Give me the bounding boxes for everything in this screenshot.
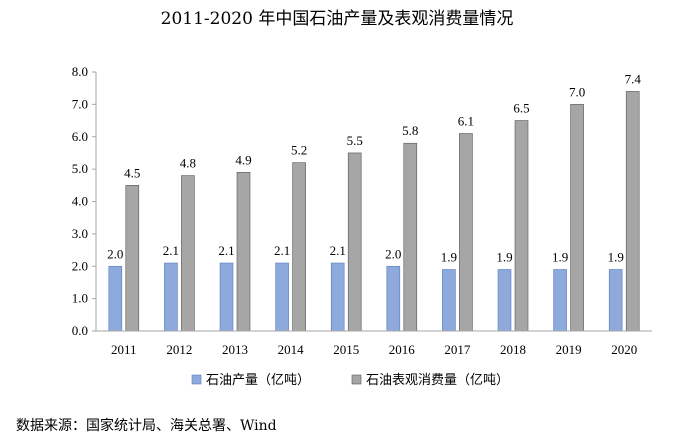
data-label-consumption: 5.2 <box>291 143 307 158</box>
data-labels: 2.0 4.5 2.1 4.8 2.1 4.9 2.1 5.2 2.1 5.5 2.0 5.8 1.9 6… <box>107 71 641 264</box>
bar-production <box>608 269 623 332</box>
bar-production <box>164 262 178 332</box>
y-tick-label: 3.0 <box>72 226 88 241</box>
data-label-production: 1.9 <box>552 249 568 264</box>
data-label-production: 2.0 <box>385 246 401 261</box>
legend-swatch-production <box>191 374 202 385</box>
data-label-consumption: 4.9 <box>235 152 251 167</box>
data-label-production: 2.1 <box>163 243 179 258</box>
x-tick-label: 2018 <box>500 342 526 357</box>
bar-consumption <box>347 152 362 332</box>
y-tick-label: 8.0 <box>72 64 88 79</box>
x-tick-label: 2011 <box>111 342 137 357</box>
chart-title: 2011-2020 年中国石油产量及表观消费量情况 <box>161 9 514 29</box>
bar-consumption <box>625 91 640 332</box>
data-label-production: 1.9 <box>441 249 457 264</box>
bar-consumption <box>570 104 584 332</box>
bar-production <box>275 262 289 332</box>
x-tick-label: 2015 <box>333 342 359 357</box>
bar-consumption <box>514 120 529 332</box>
legend: 石油产量（亿吨） 石油表观消费量（亿吨） <box>191 373 509 388</box>
bar-consumption <box>125 185 140 332</box>
data-label-consumption: 4.8 <box>180 156 196 171</box>
data-label-production: 2.1 <box>218 243 234 258</box>
x-tick-label: 2012 <box>166 342 192 357</box>
data-label-production: 1.9 <box>608 249 624 264</box>
plot-area: 0.0 1.0 2.0 3.0 4.0 5.0 6.0 7.0 8.0 2011 2012 2013… <box>72 64 652 357</box>
bar-consumption <box>292 162 306 332</box>
x-tick-label: 2017 <box>444 342 471 357</box>
x-tick-label: 2014 <box>278 342 305 357</box>
y-tick-label: 1.0 <box>72 291 88 306</box>
y-axis-ticks: 0.0 1.0 2.0 3.0 4.0 5.0 6.0 7.0 8.0 <box>72 64 96 338</box>
data-label-consumption: 5.8 <box>402 123 418 138</box>
y-tick-label: 0.0 <box>72 323 88 338</box>
data-label-consumption: 7.4 <box>625 71 642 86</box>
bar-production <box>497 269 512 332</box>
bar-production <box>386 265 401 332</box>
legend-label-consumption: 石油表观消费量（亿吨） <box>366 373 509 388</box>
x-tick-label: 2019 <box>556 342 582 357</box>
bars <box>108 91 640 332</box>
legend-label-production: 石油产量（亿吨） <box>206 373 310 388</box>
bar-production <box>553 269 567 332</box>
data-label-production: 2.1 <box>274 243 290 258</box>
data-label-production: 1.9 <box>496 249 512 264</box>
bar-production <box>108 265 123 332</box>
data-label-consumption: 4.5 <box>124 165 140 180</box>
bar-consumption <box>403 142 418 332</box>
x-tick-label: 2013 <box>222 342 248 357</box>
legend-swatch-consumption <box>351 374 362 385</box>
y-tick-label: 5.0 <box>72 161 88 176</box>
data-label-consumption: 5.5 <box>347 133 363 148</box>
source-note: 数据来源：国家统计局、海关总署、Wind <box>16 417 277 434</box>
data-label-consumption: 6.1 <box>458 114 474 129</box>
x-axis-ticks: 2011 2012 2013 2014 2015 2016 2017 2018 2019 2020 <box>111 342 637 357</box>
data-label-production: 2.1 <box>330 243 346 258</box>
y-tick-label: 7.0 <box>72 96 88 111</box>
bar-production <box>442 269 456 332</box>
bar-consumption <box>236 172 251 332</box>
y-tick-label: 6.0 <box>72 129 88 144</box>
bar-consumption <box>181 175 195 332</box>
data-label-consumption: 7.0 <box>569 84 585 99</box>
x-tick-label: 2020 <box>611 342 637 357</box>
x-tick-label: 2016 <box>389 342 416 357</box>
bar-consumption <box>459 133 473 332</box>
data-label-consumption: 6.5 <box>513 101 529 116</box>
bar-production <box>330 262 345 332</box>
y-tick-label: 2.0 <box>72 258 88 273</box>
data-label-production: 2.0 <box>107 246 123 261</box>
bar-production <box>219 262 234 332</box>
y-tick-label: 4.0 <box>72 194 88 209</box>
